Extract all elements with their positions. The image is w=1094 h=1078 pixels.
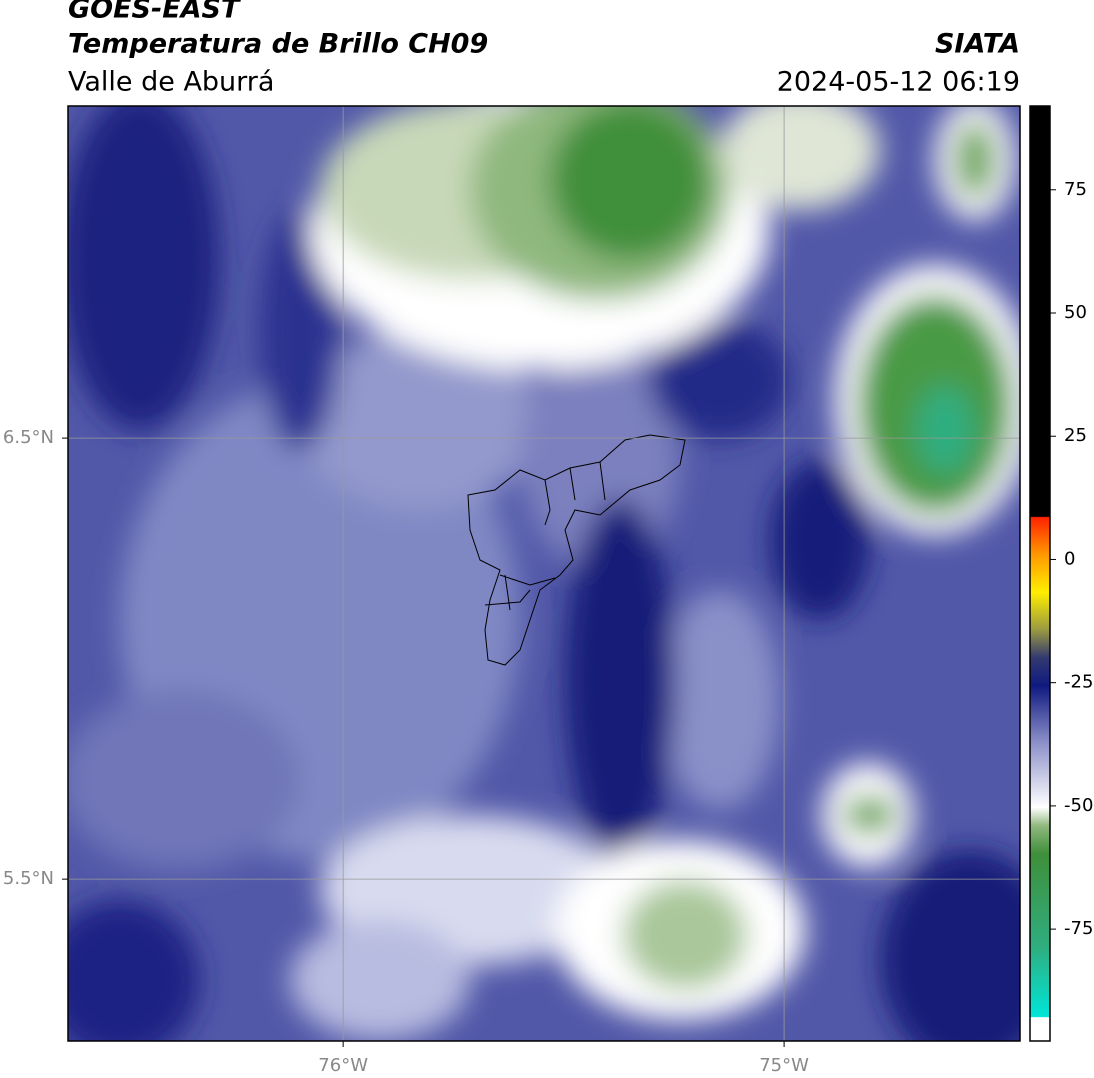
region: Valle de Aburrá [68,67,274,98]
x-tick-label: 75°W [759,1055,809,1076]
map-frame [67,105,1021,1042]
basin-outline [467,434,686,666]
colorbar [1029,105,1051,1042]
y-tick-label: 6.5°N [3,427,54,448]
datetime: 2024-05-12 06:19 [777,67,1020,98]
colorbar-label: 50 [1064,302,1087,323]
subtitle: Temperatura de Brillo CH09 [68,29,488,60]
title: GOES-EAST [68,0,242,25]
source: SIATA [935,29,1020,60]
colorbar-label: 25 [1064,425,1087,446]
colorbar-label: 75 [1064,179,1087,200]
map-field [68,106,1020,1041]
x-tick-label: 76°W [318,1055,368,1076]
colorbar-label: -25 [1064,672,1093,693]
y-tick-label: 5.5°N [3,868,54,889]
colorbar-label: 0 [1064,548,1075,569]
colorbar-label: -50 [1064,795,1093,816]
colorbar-label: -75 [1064,918,1093,939]
